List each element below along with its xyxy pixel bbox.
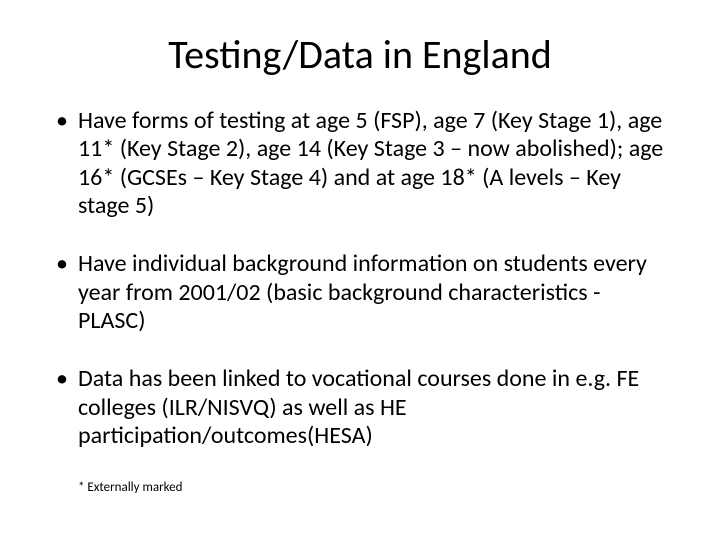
footnote: * Externally marked [78,480,670,495]
list-item: Data has been linked to vocational cours… [50,365,670,450]
bullet-list: Have forms of testing at age 5 (FSP), ag… [50,107,670,450]
list-item: Have individual background information o… [50,250,670,335]
slide-title: Testing/Data in England [50,30,670,79]
slide: Testing/Data in England Have forms of te… [0,0,720,540]
list-item: Have forms of testing at age 5 (FSP), ag… [50,107,670,220]
